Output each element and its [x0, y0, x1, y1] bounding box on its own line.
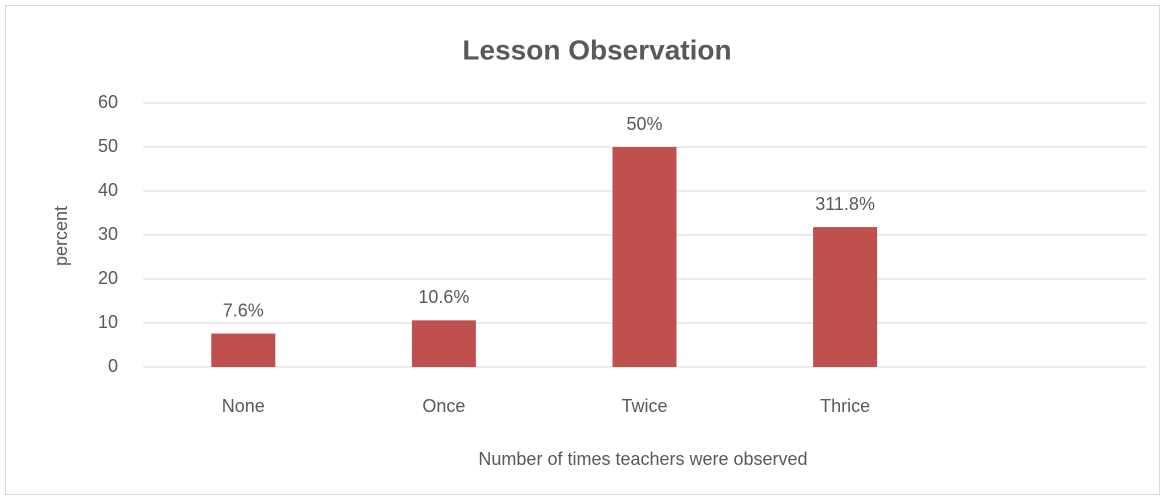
y-tick-label: 20: [98, 268, 118, 288]
y-tick-label: 0: [108, 356, 118, 376]
x-tick-label: Twice: [621, 396, 667, 416]
y-tick-label: 10: [98, 312, 118, 332]
bar: [211, 333, 276, 367]
data-label: 10.6%: [418, 287, 469, 307]
x-tick-label: Once: [422, 396, 465, 416]
bar: [612, 147, 677, 367]
x-tick-label: Thrice: [820, 396, 870, 416]
y-tick-label: 30: [98, 224, 118, 244]
bar: [411, 320, 476, 367]
y-tick-label: 60: [98, 92, 118, 112]
data-label: 311.8%: [815, 194, 875, 214]
x-axis-label: Number of times teachers were observed: [478, 449, 807, 469]
y-axis-label: percent: [51, 206, 71, 266]
y-tick-label: 50: [98, 136, 118, 156]
y-tick-label: 40: [98, 180, 118, 200]
bar: [813, 227, 878, 367]
chart-title: Lesson Observation: [462, 34, 731, 65]
chart-border: [5, 5, 1160, 495]
x-tick-label: None: [222, 396, 265, 416]
data-label: 7.6%: [223, 300, 264, 320]
data-label: 50%: [626, 114, 662, 134]
